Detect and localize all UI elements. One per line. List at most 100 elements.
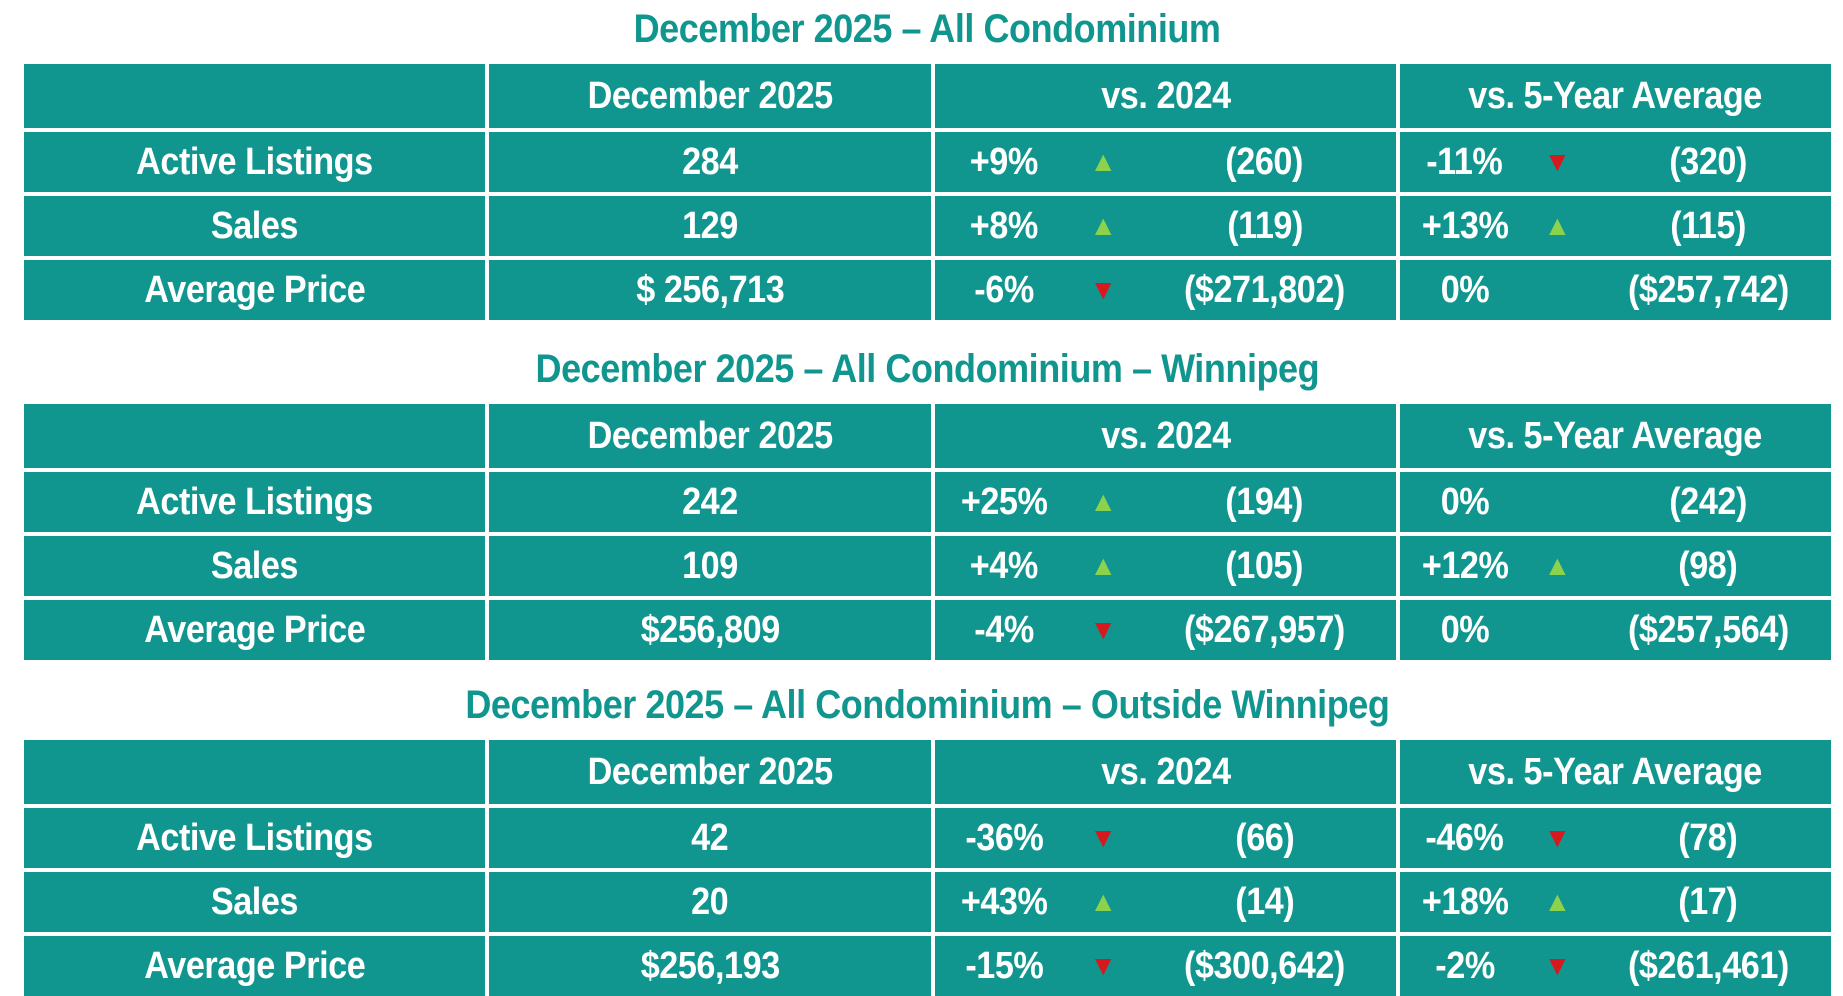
header-cell-vs-2024: vs. 2024 <box>935 64 1400 128</box>
vs-2024-cell: -15% ▼ ($300,642) <box>935 936 1400 996</box>
row-label-cell: Average Price <box>24 936 489 996</box>
trend-up-icon: ▲ <box>1089 550 1118 581</box>
vs-5yr-cell: 0% ($257,742) <box>1400 260 1831 320</box>
reference-value-text: (320) <box>1669 140 1747 183</box>
header-cell-vs-5yr: vs. 5-Year Average <box>1400 64 1831 128</box>
pct-change-text: +12% <box>1421 544 1508 587</box>
reference-value-text: ($257,564) <box>1627 608 1789 651</box>
table-row-sales: Sales 129 +8% ▲ (119) +13% ▲ (115) <box>24 192 1831 256</box>
header-label: vs. 2024 <box>1100 414 1231 457</box>
pct-change-text: -36% <box>965 816 1044 859</box>
reference-value: ($300,642) <box>1133 936 1396 996</box>
pct-change: +9% <box>935 132 1073 192</box>
header-label: December 2025 <box>587 750 833 793</box>
row-label: Average Price <box>143 268 366 311</box>
header-cell-vs-2024: vs. 2024 <box>935 740 1400 804</box>
current-value-cell: 242 <box>489 472 935 532</box>
reference-value-text: ($261,461) <box>1627 944 1789 987</box>
reference-value-text: (119) <box>1226 204 1303 247</box>
current-value: 109 <box>682 544 738 587</box>
reference-value: (17) <box>1585 872 1831 932</box>
vs-2024-cell: +43% ▲ (14) <box>935 872 1400 932</box>
stats-table-all-condominium: December 2025 vs. 2024 vs. 5-Year Averag… <box>24 64 1831 320</box>
current-value-cell: 20 <box>489 872 935 932</box>
header-label: December 2025 <box>587 414 833 457</box>
table-title: December 2025 – All Condominium <box>24 8 1831 50</box>
header-cell-month: December 2025 <box>489 740 935 804</box>
section-all-condominium: December 2025 – All Condominium December… <box>0 8 1843 320</box>
trend-none-icon <box>1529 472 1585 532</box>
trend-none-icon <box>1529 260 1585 320</box>
trend-down-icon: ▼ <box>1089 614 1118 645</box>
stats-table-outside-winnipeg: December 2025 vs. 2024 vs. 5-Year Averag… <box>24 740 1831 996</box>
header-label: vs. 5-Year Average <box>1468 414 1763 457</box>
reference-value: (105) <box>1133 536 1396 596</box>
reference-value-text: (17) <box>1678 880 1738 923</box>
reference-value: (119) <box>1133 196 1396 256</box>
current-value: 42 <box>691 816 729 859</box>
current-value: $ 256,713 <box>635 268 785 311</box>
trend-up-icon: ▲ <box>1543 550 1572 581</box>
reference-value-text: (105) <box>1225 544 1304 587</box>
reference-value-text: (98) <box>1678 544 1738 587</box>
pct-change: 0% <box>1400 472 1529 532</box>
pct-change: +43% <box>935 872 1073 932</box>
table-row-active-listings: Active Listings 242 +25% ▲ (194) 0% (242… <box>24 468 1831 532</box>
pct-change-text: -4% <box>974 608 1034 651</box>
vs-5yr-cell: -2% ▼ ($261,461) <box>1400 936 1831 996</box>
pct-change: 0% <box>1400 600 1529 660</box>
row-label-cell: Sales <box>24 536 489 596</box>
current-value-cell: $ 256,713 <box>489 260 935 320</box>
table-row-average-price: Average Price $256,809 -4% ▼ ($267,957) … <box>24 596 1831 660</box>
table-row-sales: Sales 20 +43% ▲ (14) +18% ▲ (17) <box>24 868 1831 932</box>
vs-5yr-cell: -11% ▼ (320) <box>1400 132 1831 192</box>
header-cell-month: December 2025 <box>489 64 935 128</box>
pct-change-text: +43% <box>960 880 1048 923</box>
reference-value: ($257,742) <box>1585 260 1831 320</box>
reference-value: ($267,957) <box>1133 600 1396 660</box>
header-label: vs. 2024 <box>1100 750 1231 793</box>
reference-value-text: (14) <box>1235 880 1295 923</box>
table-title-text: December 2025 – All Condominium – Winnip… <box>535 347 1320 391</box>
vs-2024-cell: -4% ▼ ($267,957) <box>935 600 1400 660</box>
pct-change: -36% <box>935 808 1073 868</box>
pct-change-text: 0% <box>1440 480 1489 523</box>
reference-value-text: ($271,802) <box>1184 268 1346 311</box>
row-label: Sales <box>210 880 299 923</box>
trend-up-icon: ▲ <box>1543 886 1572 917</box>
pct-change-text: 0% <box>1440 268 1489 311</box>
reference-value: ($271,802) <box>1133 260 1396 320</box>
pct-change-text: +9% <box>970 140 1039 183</box>
reference-value-text: (242) <box>1669 480 1747 523</box>
current-value: 242 <box>682 480 738 523</box>
trend-none-icon <box>1529 600 1585 660</box>
pct-change-text: +18% <box>1421 880 1508 923</box>
pct-change-text: -6% <box>974 268 1034 311</box>
row-label: Active Listings <box>136 816 373 859</box>
pct-change: +13% <box>1400 196 1529 256</box>
reference-value: (78) <box>1585 808 1831 868</box>
row-label-cell: Active Listings <box>24 132 489 192</box>
pct-change: -2% <box>1400 936 1529 996</box>
row-label-cell: Active Listings <box>24 472 489 532</box>
pct-change: +8% <box>935 196 1073 256</box>
trend-up-icon: ▲ <box>1089 886 1118 917</box>
row-label: Sales <box>210 204 299 247</box>
vs-5yr-cell: +13% ▲ (115) <box>1400 196 1831 256</box>
pct-change: -11% <box>1400 132 1529 192</box>
reference-value: ($261,461) <box>1585 936 1831 996</box>
reference-value-text: ($267,957) <box>1184 608 1346 651</box>
trend-down-icon: ▼ <box>1089 274 1118 305</box>
pct-change: -15% <box>935 936 1073 996</box>
vs-2024-cell: -6% ▼ ($271,802) <box>935 260 1400 320</box>
header-cell-vs-5yr: vs. 5-Year Average <box>1400 740 1831 804</box>
current-value: 129 <box>682 204 738 247</box>
current-value-cell: $256,193 <box>489 936 935 996</box>
header-label: December 2025 <box>587 74 833 117</box>
row-label-cell: Sales <box>24 196 489 256</box>
section-outside-winnipeg: December 2025 – All Condominium – Outsid… <box>0 684 1843 996</box>
header-row: December 2025 vs. 2024 vs. 5-Year Averag… <box>24 404 1831 468</box>
row-label: Active Listings <box>136 140 373 183</box>
vs-5yr-cell: 0% (242) <box>1400 472 1831 532</box>
row-label-cell: Average Price <box>24 260 489 320</box>
